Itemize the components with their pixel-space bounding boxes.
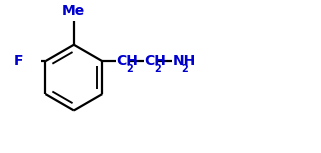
Text: Me: Me xyxy=(62,4,85,18)
Text: NH: NH xyxy=(172,54,195,68)
Text: 2: 2 xyxy=(154,64,161,74)
Text: CH: CH xyxy=(144,54,166,68)
Text: 2: 2 xyxy=(126,64,133,74)
Text: F: F xyxy=(13,54,23,68)
Text: 2: 2 xyxy=(181,64,188,74)
Text: CH: CH xyxy=(116,54,138,68)
